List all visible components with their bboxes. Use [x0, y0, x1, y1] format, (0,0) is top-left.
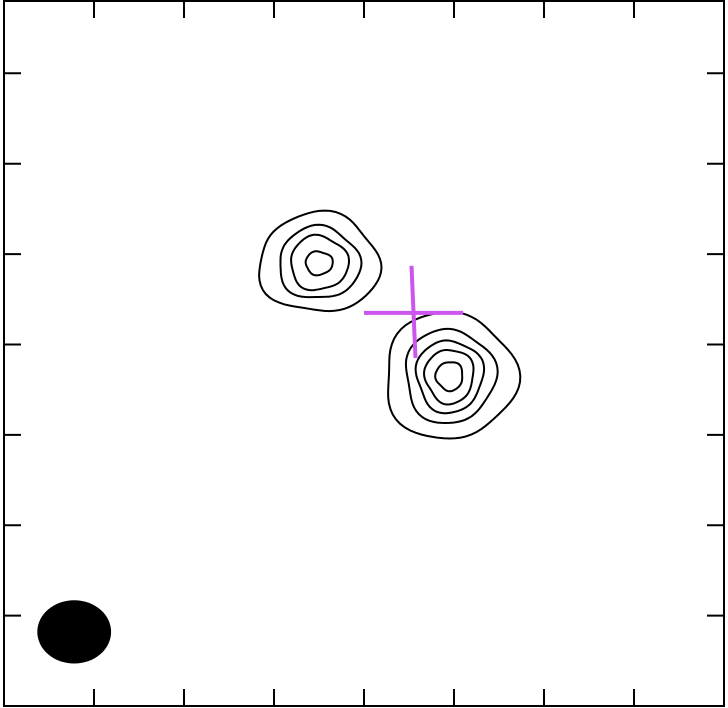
contour-line [414, 339, 486, 415]
contour-line [422, 349, 475, 406]
contour-line [290, 233, 351, 292]
contour-line [279, 223, 363, 299]
marker-layer [364, 265, 463, 359]
contour-line [387, 310, 522, 440]
tick-layer [4, 1, 724, 706]
beam-layer [37, 600, 112, 664]
beam-ellipse [37, 600, 112, 664]
contour-layer [258, 209, 522, 440]
marker-cross-vertical [409, 265, 418, 359]
plot-frame [3, 0, 725, 707]
contour-line [434, 361, 464, 393]
contour-line [304, 250, 334, 277]
contour-line [258, 209, 383, 313]
contour-line [404, 327, 499, 425]
